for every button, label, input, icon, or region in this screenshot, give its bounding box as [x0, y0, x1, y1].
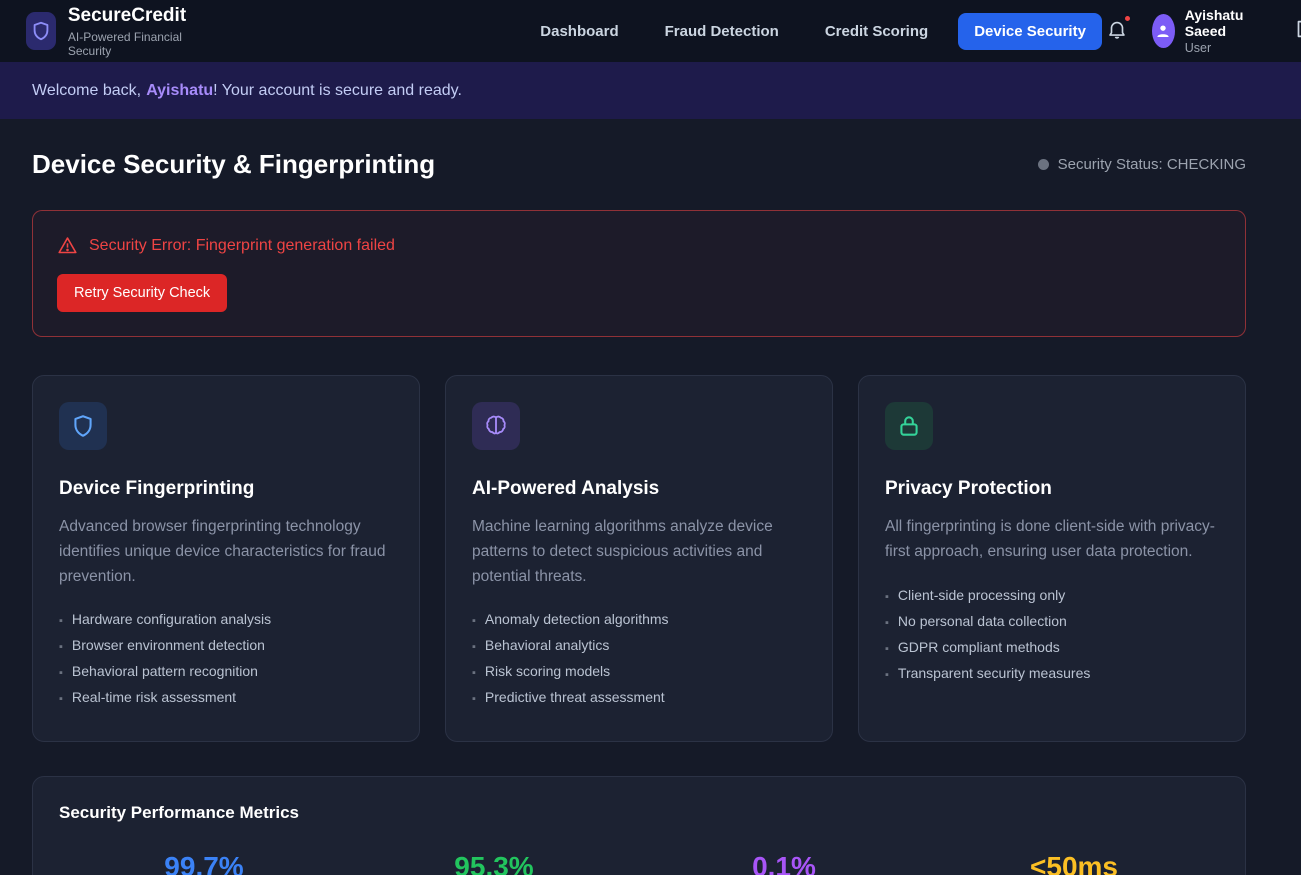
list-item: Behavioral analytics: [472, 637, 806, 653]
status-dot-icon: [1037, 159, 1049, 170]
list-item: Client-side processing only: [885, 587, 1219, 603]
nav-fraud-detection[interactable]: Fraud Detection: [664, 22, 779, 40]
card-ai-powered-analysis: AI-Powered Analysis Machine learning alg…: [445, 375, 833, 743]
card-title: AI-Powered Analysis: [472, 478, 660, 499]
alert-message: Security Error: Fingerprint generation f…: [89, 236, 395, 254]
list-item: Behavioral pattern recognition: [59, 663, 393, 679]
metric-fraud-prevention: 95.3% Fraud Prevention: [349, 851, 639, 875]
list-item: Risk scoring models: [472, 663, 806, 679]
list-item: Hardware configuration analysis: [59, 611, 393, 627]
shield-icon: [59, 402, 107, 450]
nav-dashboard[interactable]: Dashboard: [540, 22, 619, 40]
bell-icon: [1109, 21, 1125, 39]
card-device-fingerprinting: Device Fingerprinting Advanced browser f…: [32, 375, 420, 743]
nav-device-security[interactable]: Device Security: [958, 12, 1102, 50]
person-icon: [1157, 25, 1169, 37]
welcome-suffix: ! Your account is secure and ready.: [213, 81, 462, 99]
retry-security-check-button[interactable]: Retry Security Check: [57, 274, 228, 312]
metrics-grid: 99.7% Device Recognition 95.3% Fraud Pre…: [59, 851, 1219, 875]
warning-icon: [58, 237, 77, 254]
card-description: Advanced browser fingerprinting technolo…: [59, 518, 386, 585]
list-item: Real-time risk assessment: [59, 689, 393, 705]
list-item: Transparent security measures: [885, 665, 1219, 681]
notifications-button[interactable]: [1102, 13, 1132, 49]
metric-analysis-time: <50ms Analysis Time: [929, 851, 1219, 875]
brand-tagline: AI-Powered Financial Security: [67, 29, 182, 58]
security-error-alert: Security Error: Fingerprint generation f…: [32, 210, 1246, 337]
metric-device-recognition: 99.7% Device Recognition: [59, 851, 349, 875]
card-title: Privacy Protection: [885, 478, 1052, 499]
metric-value: 0.1%: [752, 851, 816, 875]
card-description: All fingerprinting is done client-side w…: [885, 518, 1215, 560]
list-item: No personal data collection: [885, 613, 1219, 629]
list-item: GDPR compliant methods: [885, 639, 1219, 655]
metric-value: 95.3%: [454, 851, 534, 875]
card-feature-list: Client-side processing only No personal …: [885, 587, 1219, 681]
navbar-right: Ayishatu Saeed User: [1102, 7, 1301, 55]
notification-dot: [1122, 13, 1132, 23]
list-item: Anomaly detection algorithms: [472, 611, 806, 627]
security-status: Security Status: CHECKING: [1037, 156, 1246, 173]
brain-icon: [472, 402, 520, 450]
avatar: [1151, 14, 1175, 48]
user-role: User: [1184, 41, 1212, 55]
main-content: Device Security & Fingerprinting Securit…: [0, 119, 1301, 875]
page-title: Device Security & Fingerprinting: [32, 149, 436, 179]
metric-false-positives: 0.1% False Positives: [639, 851, 929, 875]
top-navbar: SecureCredit AI-Powered Financial Securi…: [0, 0, 1301, 62]
brand-name: SecureCredit: [67, 4, 187, 26]
security-performance-metrics: Security Performance Metrics 99.7% Devic…: [32, 776, 1246, 875]
logout-button[interactable]: [1289, 14, 1301, 49]
list-item: Predictive threat assessment: [472, 689, 806, 705]
metrics-title: Security Performance Metrics: [59, 803, 299, 823]
main-nav: Dashboard Fraud Detection Credit Scoring…: [524, 12, 1102, 50]
card-feature-list: Anomaly detection algorithms Behavioral …: [472, 611, 806, 705]
card-feature-list: Hardware configuration analysis Browser …: [59, 611, 393, 705]
status-text: Security Status: CHECKING: [1057, 156, 1246, 173]
card-description: Machine learning algorithms analyze devi…: [472, 518, 773, 585]
list-item: Browser environment detection: [59, 637, 393, 653]
lock-icon: [885, 402, 933, 450]
metric-value: 99.7%: [164, 851, 244, 875]
brand[interactable]: SecureCredit AI-Powered Financial Securi…: [26, 5, 194, 58]
card-privacy-protection: Privacy Protection All fingerprinting is…: [858, 375, 1246, 743]
user-menu[interactable]: Ayishatu Saeed User: [1151, 7, 1255, 55]
welcome-prefix: Welcome back,: [32, 81, 142, 99]
welcome-user-name: Ayishatu: [146, 81, 214, 99]
page-header: Device Security & Fingerprinting Securit…: [32, 149, 1246, 180]
metric-value: <50ms: [1030, 851, 1118, 875]
user-name: Ayishatu Saeed: [1184, 7, 1244, 39]
welcome-banner: Welcome back, Ayishatu! Your account is s…: [0, 62, 1301, 119]
card-title: Device Fingerprinting: [59, 478, 255, 499]
logout-icon: [1297, 20, 1301, 37]
feature-cards: Device Fingerprinting Advanced browser f…: [32, 375, 1246, 743]
nav-credit-scoring[interactable]: Credit Scoring: [824, 22, 929, 40]
shield-logo-icon: [26, 12, 56, 50]
